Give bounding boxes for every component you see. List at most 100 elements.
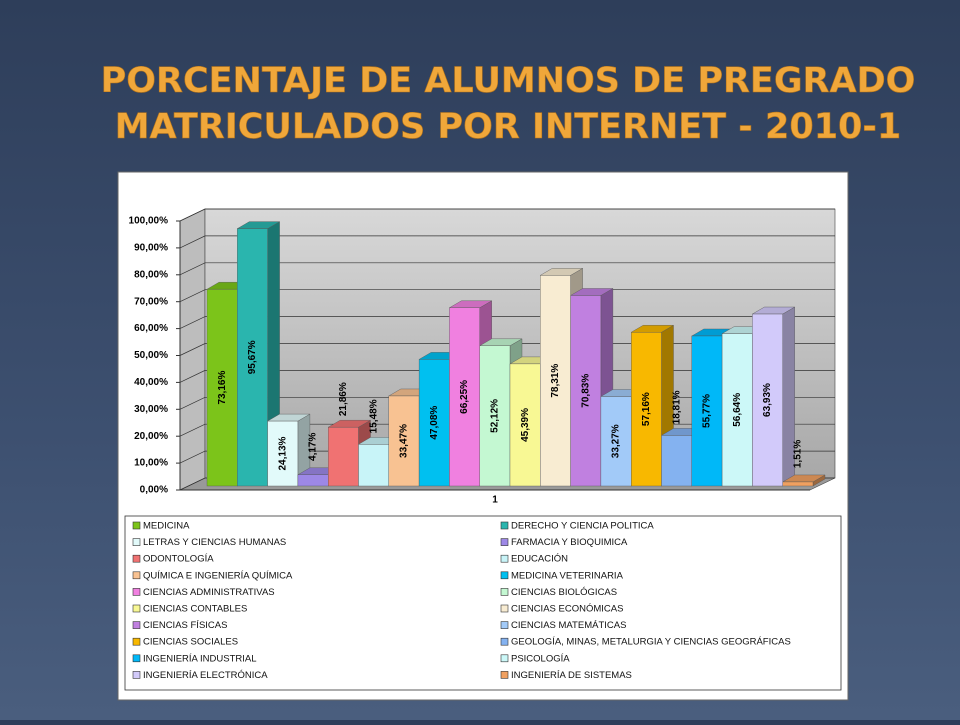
legend-swatch [132,637,141,646]
value-label: 95,67% [247,340,258,374]
legend-label: GEOLOGÍA, MINAS, METALURGIA Y CIENCIAS G… [511,637,791,648]
bar-front [328,426,359,487]
legend-swatch [500,588,509,596]
grid-line [179,289,835,303]
legend-swatch [132,604,141,613]
value-label: 73,16% [217,371,228,405]
bar [751,306,796,487]
bar-front [418,359,450,487]
value-label: 78,31% [550,364,561,398]
y-tick-label: 0,00% [140,485,168,496]
grid-line [179,370,835,383]
legend-label: DERECHO Y CIENCIA POLITICA [511,521,654,532]
value-label: 24,13% [277,436,288,470]
legend-label: CIENCIAS MATEMÁTICAS [511,620,626,631]
bar-front [297,474,329,487]
value-label: 33,47% [399,424,410,458]
legend-label: MEDICINA VETERINARIA [511,570,624,581]
legend-swatch [132,671,141,679]
legend-swatch [132,654,141,663]
value-label: 4,17% [308,432,319,460]
value-label: 45,39% [520,408,531,442]
bar-front [267,420,299,487]
legend-swatch [132,588,141,596]
grid-line [179,316,835,329]
value-label: 55,77% [702,394,713,428]
bar-front [540,275,571,487]
value-label: 52,12% [489,399,500,433]
y-tick-label: 90,00% [134,243,168,254]
y-tick-label: 60,00% [134,323,168,334]
value-label: 57,16% [641,392,652,426]
legend-swatch [500,538,509,546]
bar-front [661,435,692,487]
bar-front [570,295,602,487]
legend-swatch [132,538,141,546]
legend-swatch [132,554,141,563]
legend-label: CIENCIAS SOCIALES [143,637,238,648]
legend-label: INGENIERÍA INDUSTRIAL [143,653,257,664]
legend-swatch [500,571,509,580]
legend-label: FARMACIA Y BIOQUIMICA [511,537,628,548]
bar-front [206,288,238,487]
legend-swatch [500,521,509,530]
y-tick-label: 20,00% [134,431,168,442]
bar [266,413,311,487]
legend-label: ODONTOLOGÍA [143,554,214,565]
bar-front [721,333,753,487]
x-tick-label: 1 [492,495,498,506]
y-tick-label: 50,00% [134,350,168,361]
bar-front [631,332,662,487]
value-label: 70,83% [580,374,591,408]
value-label: 18,81% [671,390,682,424]
legend-swatch [500,554,509,563]
legend-swatch [500,671,509,679]
legend-swatch [500,637,509,646]
value-label: 56,64% [732,393,743,427]
y-tick-label: 40,00% [134,377,168,388]
grid-line [179,208,835,222]
bar-front [600,396,632,487]
value-label: 15,48% [368,399,379,433]
legend-label: LETRAS Y CIENCIAS HUMANAS [143,537,286,548]
bar-front [509,363,541,487]
bar-front [449,307,480,487]
legend-label: PSICOLOGÍA [511,653,570,664]
legend-label: INGENIERÍA ELECTRÓNICA [143,670,268,681]
legend-label: INGENIERÍA DE SISTEMAS [511,670,632,681]
value-label: 21,86% [338,382,349,416]
legend-swatch [500,604,509,613]
value-label: 47,08% [429,406,440,440]
bar-front [388,395,420,487]
y-tick-label: 30,00% [134,404,168,415]
legend-label: CIENCIAS FÍSICAS [143,620,227,631]
legend-label: CIENCIAS ECONÓMICAS [511,604,623,615]
value-label: 63,93% [762,383,773,417]
bar-front [782,481,814,487]
legend-swatch [500,654,509,663]
bar [781,474,826,487]
legend-label: CIENCIAS ADMINISTRATIVAS [143,587,275,598]
legend-label: MEDICINA [143,521,190,532]
bar-front [237,228,268,487]
legend-label: EDUCACIÓN [511,554,568,565]
legend-label: QUÍMICA E INGENIERÍA QUÍMICA [143,570,293,581]
legend-swatch [132,521,141,530]
bar-front [358,444,389,487]
legend-swatch [132,621,141,629]
grid-line [179,235,835,249]
legend-label: CIENCIAS BIOLÓGICAS [511,587,617,598]
bar-front [691,335,723,487]
legend-swatch [132,571,141,580]
y-tick-label: 80,00% [134,269,168,280]
value-label: 66,25% [459,380,470,414]
value-label: 33,27% [611,424,622,458]
legend-box [124,515,842,691]
legend-swatch [500,621,509,629]
y-tick-label: 100,00% [129,216,169,227]
bar-front [752,313,783,487]
grid-line [179,343,835,356]
title-line: MATRICULADOS POR INTERNET - 2010-1 [115,107,902,147]
